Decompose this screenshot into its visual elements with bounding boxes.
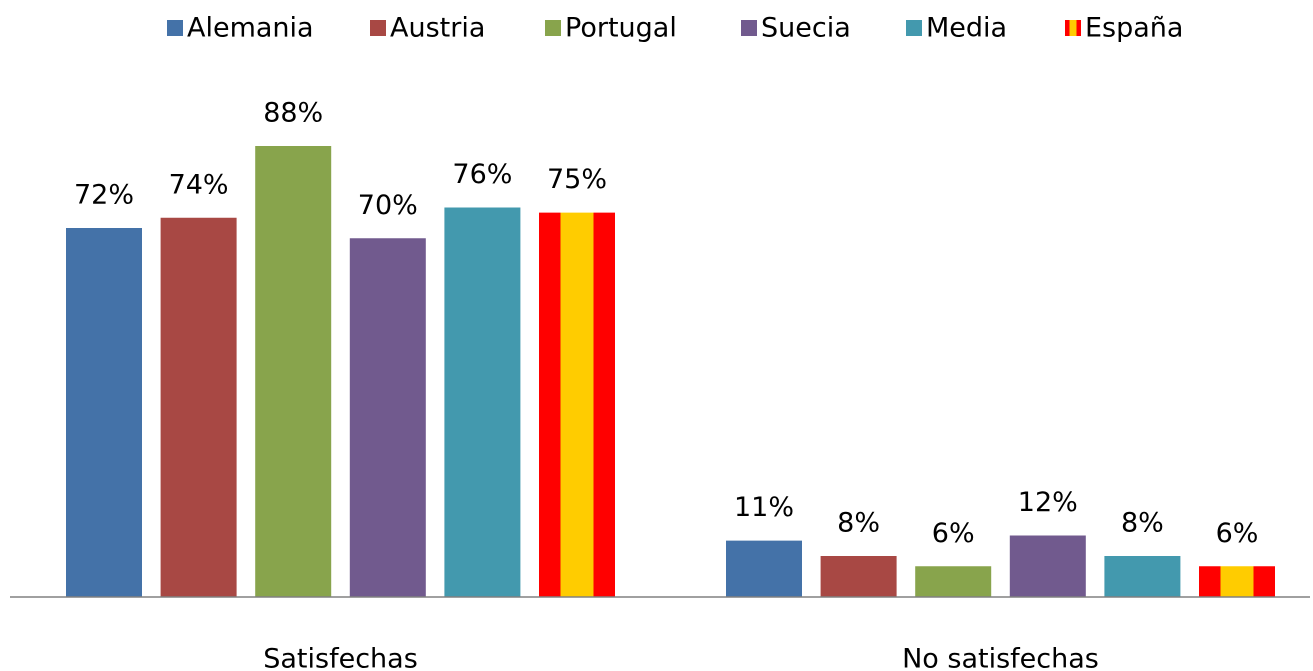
data-label: 74% [169,169,229,200]
data-label: 70% [358,190,418,221]
data-label: 8% [1121,508,1164,539]
legend-swatch [741,20,757,36]
bar [255,146,332,597]
bar [915,566,992,597]
bar [726,540,802,597]
bar [1199,566,1275,597]
data-label: 75% [547,164,607,195]
legend-swatch [370,20,386,36]
bar [66,228,142,597]
legend-label: España [1085,13,1183,44]
legend-swatch [167,20,183,36]
bar [444,207,521,597]
legend-label: Portugal [565,13,677,44]
legend-label: Media [926,13,1007,44]
legend-swatch [906,20,922,36]
legend-label: Suecia [761,13,851,44]
data-label: 72% [74,180,134,211]
bar [160,217,237,597]
bar [820,556,897,597]
data-label: 76% [452,159,512,190]
legend-label: Alemania [187,13,314,44]
x-tick-label: Satisfechas [263,644,418,671]
legend-swatch [545,20,561,36]
data-label: 88% [263,98,323,129]
legend-swatch [1065,20,1081,36]
data-label: 6% [932,518,975,549]
x-tick-label: No satisfechas [902,644,1099,671]
data-label: 11% [734,492,794,523]
data-label: 12% [1018,487,1078,518]
legend-label: Austria [390,13,485,44]
bar [539,212,615,597]
data-label: 6% [1216,518,1259,549]
bar [1104,556,1181,597]
data-label: 8% [837,508,880,539]
bar [1009,535,1086,597]
bar [349,238,426,597]
